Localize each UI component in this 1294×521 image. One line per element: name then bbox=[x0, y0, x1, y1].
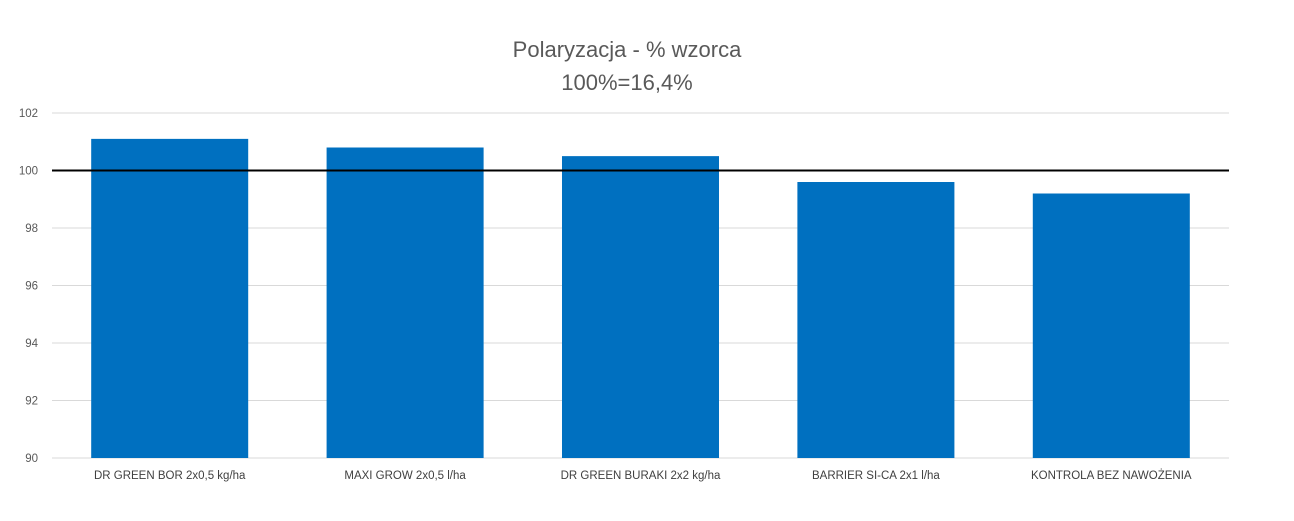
x-category-label: DR GREEN BOR 2x0,5 kg/ha bbox=[94, 470, 246, 482]
y-tick-label: 102 bbox=[19, 108, 38, 120]
x-category-label: DR GREEN BURAKI 2x2 kg/ha bbox=[561, 470, 721, 482]
x-category-label: KONTROLA BEZ NAWOŻENIA bbox=[1031, 469, 1192, 482]
y-tick-label: 92 bbox=[25, 396, 38, 408]
bar bbox=[1032, 193, 1190, 458]
y-tick-label: 94 bbox=[25, 338, 38, 350]
y-tick-label: 100 bbox=[19, 166, 38, 178]
bar bbox=[797, 182, 955, 458]
y-axis-tick-labels: 90 92 94 96 98 100 102 bbox=[19, 108, 39, 465]
y-tick-label: 90 bbox=[25, 453, 38, 465]
chart-title: Polaryzacja - % wzorca bbox=[513, 37, 742, 62]
bars bbox=[91, 138, 1190, 458]
bar bbox=[561, 156, 720, 458]
x-category-label: BARRIER SI-CA 2x1 l/ha bbox=[812, 470, 940, 482]
chart-subtitle: 100%=16,4% bbox=[561, 70, 693, 95]
y-tick-label: 98 bbox=[25, 223, 38, 235]
x-category-label: MAXI GROW 2x0,5 l/ha bbox=[344, 470, 466, 482]
y-tick-label: 96 bbox=[25, 281, 38, 293]
bar bbox=[91, 138, 249, 458]
bar bbox=[326, 147, 484, 458]
x-axis-category-labels: DR GREEN BOR 2x0,5 kg/ha MAXI GROW 2x0,5 … bbox=[94, 469, 1192, 482]
